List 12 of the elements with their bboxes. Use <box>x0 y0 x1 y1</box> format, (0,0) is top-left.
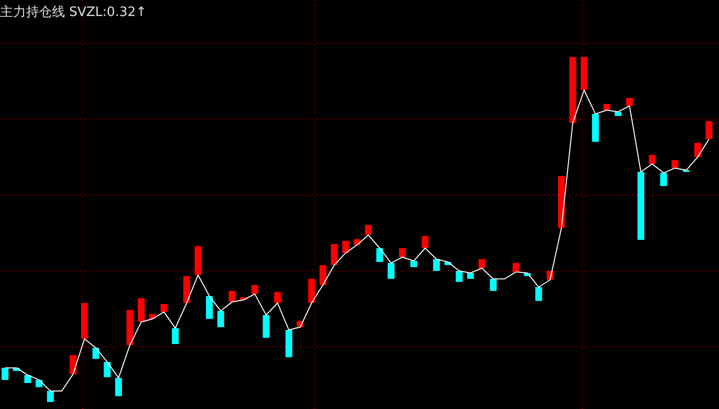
candlestick <box>376 248 384 262</box>
candlestick <box>262 314 270 338</box>
chart-title: 主力持仓线 SVZL:0.32↑ <box>0 4 147 20</box>
candlestick <box>206 296 213 320</box>
candlestick <box>422 236 429 249</box>
candlestick <box>2 367 8 380</box>
candlestick <box>706 120 712 140</box>
candlestick <box>138 298 145 322</box>
candlestick <box>388 262 394 280</box>
candlestick <box>535 286 542 302</box>
candlestick <box>320 264 326 286</box>
candlestick <box>490 278 497 292</box>
